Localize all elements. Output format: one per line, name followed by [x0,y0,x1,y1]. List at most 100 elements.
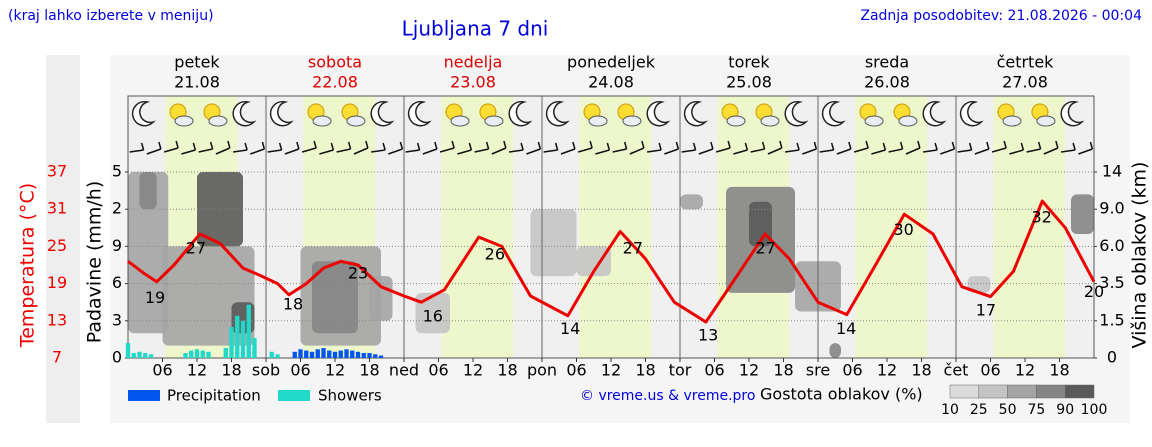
y2-axis-title: Padavine (mm/h) [84,181,106,344]
temperature-label: 30 [893,220,913,239]
precip-bar [194,349,200,358]
precip-bar [361,353,366,358]
day-date: 27.08 [1002,73,1048,92]
wind-barb [1009,142,1025,155]
wind-barb [319,142,335,155]
cloud-cell [530,209,577,277]
wind-barb [647,142,662,153]
x-tick-label: 18 [911,361,931,380]
moon-icon [1060,100,1085,127]
density-swatch [1007,384,1037,399]
precip-bar [298,349,303,358]
wind-barb [163,140,179,153]
density-swatch [1064,384,1095,399]
precip-bar [344,349,349,358]
day-name: ponedeljek [567,53,656,72]
y3-tick-label: 0 [1107,348,1117,367]
cloud-cell [197,172,243,247]
temperature-label: 27 [623,239,643,258]
moon-icon [407,100,432,127]
temperature-label: 32 [1031,208,1051,227]
precip-bar [355,351,361,358]
precip-bar [200,350,205,358]
x-tick-label: 12 [187,361,207,380]
wind-barb [146,141,162,155]
daylight [855,96,928,358]
x-tick-label: 06 [566,361,586,380]
x-tick-label: ned [389,361,419,380]
x-tick-label: sre [806,361,830,380]
y3-tick-label: 9.0 [1099,199,1124,218]
moon-icon [232,100,257,127]
density-tick-label: 25 [970,402,988,418]
temperature-label: 14 [836,319,856,338]
wind-barb [560,141,576,155]
y2-tick-label: 9 [112,236,122,255]
precip-bar [229,327,234,358]
wind-barb [595,142,611,155]
cloud-icon [864,115,884,127]
legend-label: Precipitation [167,387,261,405]
wind-barb [715,140,731,153]
precip-bar [252,338,257,358]
x-tick-label: 12 [325,361,345,380]
cloud-cell [576,246,611,277]
cloud-icon [1036,115,1056,127]
cloud-icon [898,115,918,127]
wind-barb [871,142,887,155]
wind-barb [923,142,938,153]
cloud-cell [312,261,358,334]
y3-tick-label: 1.5 [1099,310,1124,329]
precip-bar [315,349,320,358]
wind-barb [1078,141,1094,155]
x-tick-label: 12 [601,361,621,380]
cloud-icon [484,115,504,127]
wind-barb [181,142,197,155]
x-tick-label: 18 [635,361,655,380]
y-tick-label: 31 [47,199,67,218]
wind-barb [957,142,973,153]
precip-bar [223,348,228,358]
y-tick-label: 25 [47,236,67,255]
wind-barb [129,142,145,153]
moon-icon [269,100,294,127]
cloud-cell [829,343,841,358]
density-tick-label: 10 [941,402,959,418]
x-tick-label: sob [252,361,280,380]
day-name: torek [728,53,770,72]
precip-bar [367,353,372,358]
wind-barb [353,140,369,155]
day-date: 24.08 [588,73,634,92]
precip-bar [275,354,280,358]
temperature-line [127,199,1096,324]
wind-barb [284,141,300,155]
wind-barb [888,141,904,153]
precip-bar [131,353,136,358]
wind-barb [974,141,990,155]
wind-barb [405,142,421,153]
temperature-label: 23 [348,263,368,282]
day-date: 21.08 [174,73,220,92]
density-tick-label: 50 [999,402,1017,418]
precip-bar [246,304,251,358]
precip-bar [309,351,315,358]
y2-tick-label: 6 [112,273,122,292]
temperature-label: 18 [283,294,303,313]
wind-barb [1026,141,1042,153]
precip-bar [240,320,246,358]
precip-bar [183,353,188,358]
temperature-label: 19 [145,288,165,307]
moon-icon [922,100,947,127]
moon-icon [821,100,846,127]
cloud-cell [680,194,703,210]
cloud-icon [208,115,228,127]
wind-barb [301,140,317,153]
wind-barb [577,140,593,153]
wind-barb [905,140,921,155]
y3-tick-label: 14 [1102,162,1122,181]
cloud-cell [139,172,157,210]
cloud-icon [312,115,332,127]
cloud-icon [726,115,746,127]
wind-barb [698,141,714,155]
